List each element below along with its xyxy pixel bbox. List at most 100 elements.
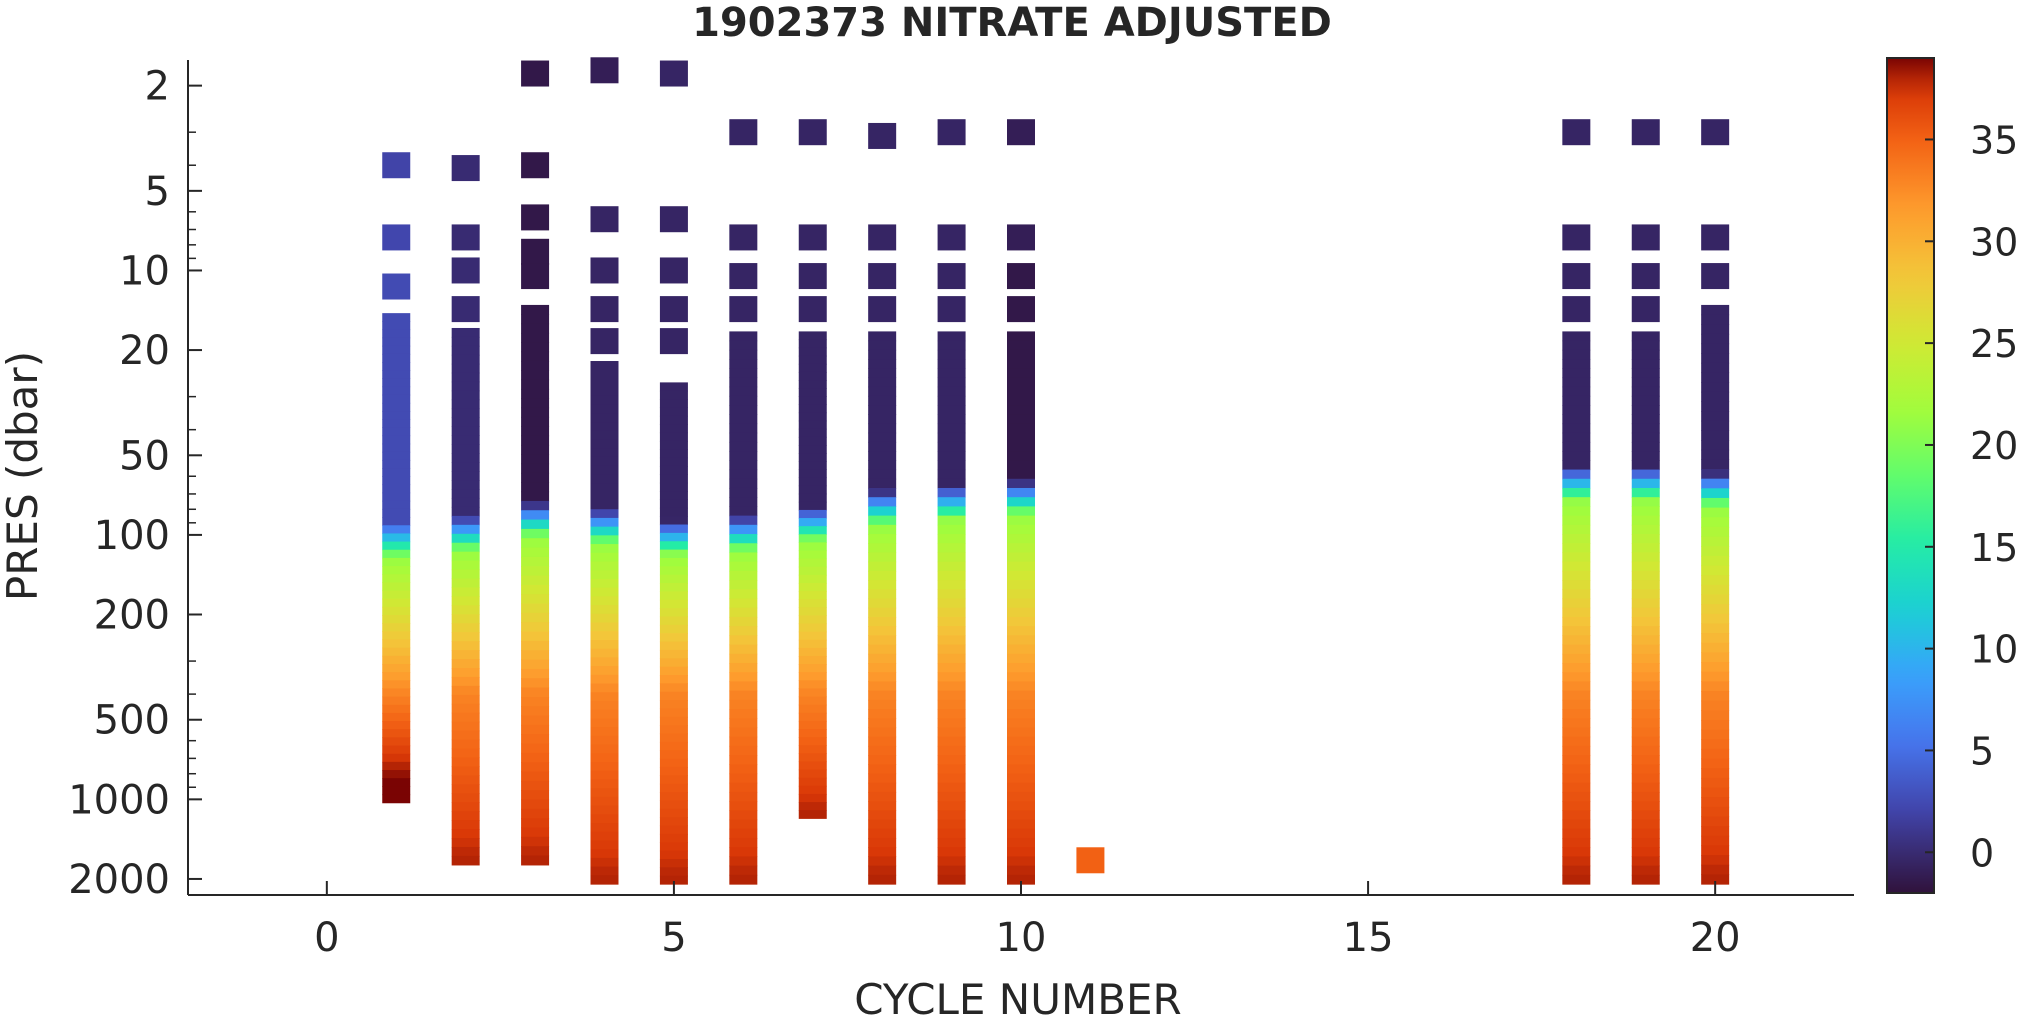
data-cell [1007,865,1035,876]
data-cell [868,755,897,765]
data-cell [382,411,411,420]
data-cell [798,777,827,787]
data-cell [798,591,827,600]
data-cell [1631,626,1660,636]
data-cell [798,582,827,592]
data-cell [1562,874,1591,885]
colorbar-tick-label: 35 [1970,118,2017,162]
data-cell [798,688,827,698]
data-cell [868,653,897,664]
data-cell [382,566,411,575]
data-cell [521,640,550,651]
data-cell [451,605,480,615]
data-cell [451,623,480,633]
data-cell [729,263,758,290]
data-cell [451,506,480,517]
data-cell [868,497,897,508]
data-cell [451,471,480,481]
data-cell [868,487,897,498]
data-cell [590,517,619,528]
colorbar-tick-label: 30 [1970,220,2017,264]
data-cell [521,538,550,549]
data-cell [1701,497,1730,509]
data-cell [1631,414,1660,425]
data-cell [382,435,411,445]
data-cell [590,866,619,876]
data-cell [868,349,897,360]
data-cell [1562,515,1591,526]
data-cell [868,745,897,756]
data-cell [590,448,619,458]
data-cell [1007,653,1035,664]
data-cell [937,224,966,251]
data-cell [1007,340,1035,351]
data-cell [1631,487,1660,498]
data-cell [1701,488,1730,499]
data-cell [729,690,758,701]
data-cell [1701,324,1730,335]
data-cell [729,699,758,710]
data-cell [451,757,480,768]
data-cell [937,874,966,885]
data-cell [1007,699,1035,710]
data-cell [868,506,897,517]
data-cell [1631,340,1660,351]
profile-cycle-9 [937,119,966,885]
data-cell [937,524,966,535]
data-cell [868,672,897,683]
data-cell [729,524,758,535]
data-cell [1007,487,1035,498]
data-cell [729,672,758,683]
colorbar: 0 5 10 15 20 25 30 35 [1886,57,2017,894]
data-cell [451,155,480,182]
data-cell [1562,432,1591,443]
data-cell [521,818,550,829]
data-cell [729,340,758,351]
data-cell [590,700,619,711]
data-cell [451,560,480,571]
data-cell [868,561,897,572]
data-cell [659,758,688,768]
data-cell [798,623,827,633]
data-cell [868,791,897,802]
data-cell [868,478,897,489]
data-cell [1701,758,1730,769]
data-cell [1631,782,1660,793]
data-cell [1562,745,1591,756]
data-cell [521,407,550,418]
data-cell [937,552,966,563]
data-cell [590,561,619,571]
data-cell [1562,460,1591,471]
data-cell [937,644,966,655]
data-cell [798,119,827,146]
data-cell [382,468,411,477]
data-cell [451,462,480,472]
data-cell [1007,837,1035,848]
data-cell [590,666,619,676]
data-cell [1562,296,1591,323]
data-cell [590,500,619,510]
data-cell [521,426,550,437]
data-cell [659,328,688,355]
data-cell [729,377,758,388]
profile-cycle-5 [659,60,688,885]
data-cell [729,847,758,858]
data-cell [659,499,688,509]
data-cell [1007,460,1035,471]
data-cell [521,622,550,633]
data-cell [659,424,688,434]
data-cell [1007,515,1035,526]
data-cell [1701,623,1730,634]
data-cell [1562,856,1591,867]
data-cell [868,460,897,471]
data-cell [1562,653,1591,664]
data-cell [451,811,480,821]
data-cell [868,782,897,793]
data-cell [868,819,897,830]
data-cell [1631,515,1660,526]
plot-area [382,57,1730,885]
data-cell [659,465,688,475]
data-cell [451,748,480,759]
data-cell [1631,810,1660,821]
data-cell [1631,349,1660,360]
